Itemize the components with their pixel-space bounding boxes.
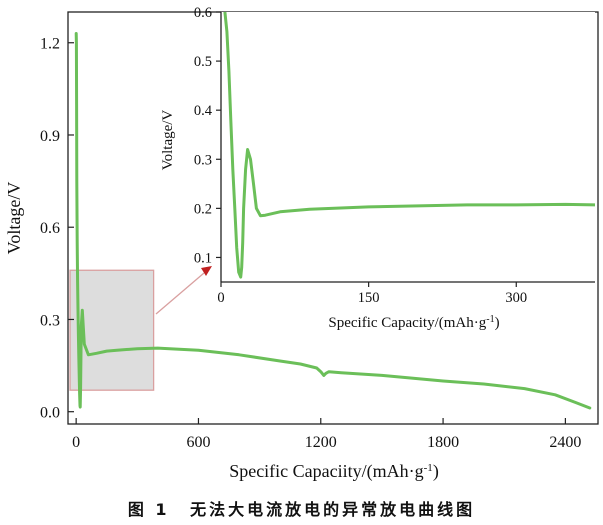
caption-label: 图 1	[127, 500, 170, 519]
caption-text: 无法大电流放电的异常放电曲线图	[190, 500, 476, 519]
inset-x-tick-label: 0	[217, 290, 224, 306]
inset-y-tick-label: 0.2	[194, 201, 212, 217]
inset-x-tick-label: 150	[358, 290, 380, 306]
main-x-tick-label: 0	[72, 434, 80, 451]
main-series-line	[74, 32, 592, 410]
inset-x-axis-label: Specific Capacity/(mAh·g-1)	[328, 314, 499, 332]
main-chart: 0 600 1200 1800 2400 0.0 0.3 0.6 0.9 1.2 Voltage/…	[4, 11, 599, 482]
main-y-axis-label: Voltage/V	[4, 182, 24, 255]
main-y-tick-label: 1.2	[40, 36, 60, 53]
inset-y-tick-label: 0.5	[194, 54, 212, 70]
inset-chart: 0 150 300 0.1 0.2 0.3 0.4 0.5 0.6 Voltage/V Spec…	[160, 5, 595, 331]
inset-y-tick-label: 0.6	[194, 5, 212, 21]
inset-plot-background	[221, 12, 595, 282]
main-y-tick-label: 0.3	[40, 312, 60, 329]
inset-y-tick-label: 0.1	[194, 250, 212, 266]
inset-y-tick-label: 0.3	[194, 152, 212, 168]
figure-caption: 图 1 无法大电流放电的异常放电曲线图	[0, 496, 603, 520]
inset-x-tick-label: 300	[505, 290, 527, 306]
main-x-tick-label: 600	[186, 434, 210, 451]
main-y-tick-label: 0.0	[40, 405, 60, 422]
zoom-arrow	[155, 266, 212, 315]
main-y-tick-label: 0.9	[40, 128, 60, 145]
inset-series-line	[223, 12, 595, 279]
inset-y-axis-label: Voltage/V	[160, 110, 176, 171]
main-x-tick-label: 1200	[305, 434, 337, 451]
inset-y-tick-label: 0.4	[194, 103, 213, 119]
main-x-tick-label: 1800	[427, 434, 459, 451]
main-y-tick-label: 0.6	[40, 220, 60, 237]
main-x-tick-label: 2400	[549, 434, 581, 451]
main-x-axis-label: Specific Capaciity/(mAh·g-1)	[229, 461, 439, 482]
